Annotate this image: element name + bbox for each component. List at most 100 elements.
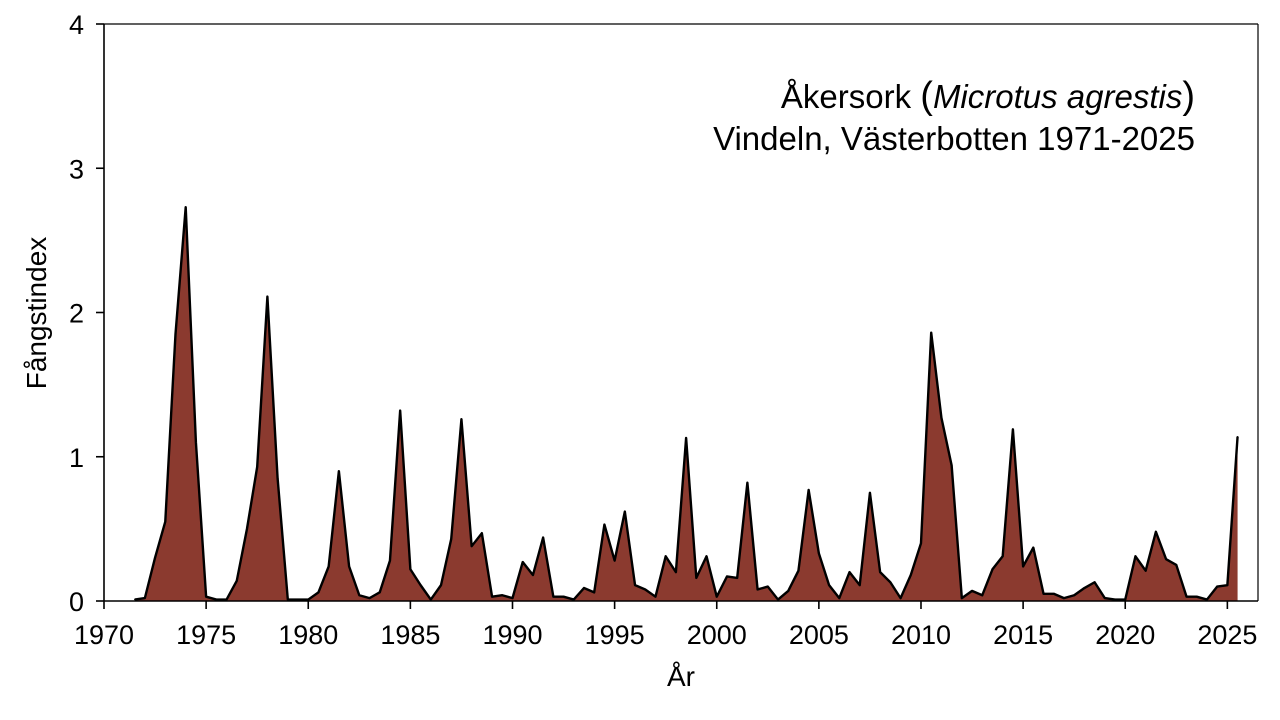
- data-point: [287, 598, 289, 601]
- data-point: [593, 591, 595, 593]
- x-tick-label: 2025: [1197, 620, 1257, 650]
- data-point: [154, 557, 156, 559]
- data-point: [930, 332, 932, 334]
- data-point: [205, 596, 207, 598]
- data-point: [1042, 593, 1045, 595]
- data-point: [1236, 435, 1239, 438]
- data-point: [225, 598, 228, 601]
- data-point: [981, 594, 983, 596]
- data-point: [818, 552, 820, 555]
- series-area-fill: [134, 207, 1238, 601]
- data-point: [144, 597, 146, 599]
- data-point: [430, 598, 432, 601]
- data-point: [552, 596, 554, 598]
- y-axis-title: Fångstindex: [21, 237, 52, 390]
- data-point: [297, 598, 299, 601]
- data-point: [491, 596, 493, 598]
- data-point: [1002, 555, 1004, 557]
- data-point: [409, 568, 411, 570]
- chart-subtitle: Vindeln, Västerbotten 1971-2025: [713, 120, 1195, 157]
- data-point: [685, 437, 687, 439]
- data-point: [1114, 598, 1116, 601]
- data-point: [705, 555, 708, 557]
- data-point: [1196, 596, 1198, 598]
- y-tick-label: 2: [69, 299, 84, 329]
- data-point: [164, 521, 166, 523]
- y-axis-ticks: 0 1 2 3 4: [69, 10, 104, 617]
- data-point: [991, 568, 994, 570]
- data-point: [450, 538, 452, 540]
- data-point: [1165, 558, 1167, 560]
- x-tick-label: 2015: [993, 620, 1053, 650]
- data-point: [256, 466, 258, 468]
- data-point: [511, 597, 514, 599]
- data-point: [1145, 570, 1147, 572]
- data-point: [501, 594, 503, 596]
- data-point: [899, 597, 902, 599]
- data-point: [716, 596, 718, 598]
- y-tick-label: 3: [69, 154, 84, 184]
- data-point: [777, 598, 779, 601]
- data-point: [532, 574, 534, 576]
- data-point: [215, 598, 217, 601]
- data-point: [767, 585, 769, 588]
- data-point: [481, 532, 483, 534]
- data-point: [379, 591, 381, 593]
- data-point: [307, 598, 309, 601]
- data-point: [910, 574, 912, 576]
- data-point: [1206, 598, 1208, 601]
- data-point: [328, 565, 330, 567]
- data-point: [624, 510, 626, 513]
- data-point: [1134, 555, 1137, 557]
- data-point: [134, 598, 136, 601]
- x-tick-label: 1990: [482, 620, 542, 650]
- data-point: [1032, 547, 1034, 549]
- data-point: [634, 584, 636, 586]
- x-tick-label: 2005: [789, 620, 849, 650]
- data-point: [583, 587, 585, 589]
- data-point: [174, 333, 177, 335]
- data-point: [654, 596, 657, 598]
- data-point: [787, 590, 789, 592]
- data-point: [859, 584, 861, 586]
- x-tick-label: 2010: [891, 620, 951, 650]
- data-point: [1226, 584, 1228, 586]
- data-point: [1063, 597, 1065, 599]
- data-point: [246, 528, 248, 530]
- x-tick-label: 2000: [687, 620, 747, 650]
- data-point: [665, 555, 667, 557]
- data-point: [522, 561, 524, 563]
- x-axis-title: År: [667, 661, 695, 692]
- data-point: [266, 296, 268, 298]
- y-tick-label: 4: [69, 10, 84, 40]
- data-point: [971, 590, 973, 592]
- data-point: [471, 545, 473, 547]
- data-point: [399, 409, 401, 412]
- data-point: [1216, 585, 1218, 588]
- data-point: [797, 570, 800, 572]
- data-point: [358, 594, 360, 596]
- data-point: [277, 477, 279, 479]
- x-tick-label: 2020: [1095, 620, 1155, 650]
- data-point: [1012, 428, 1014, 430]
- data-point: [756, 588, 759, 591]
- x-tick-label: 1970: [74, 620, 134, 650]
- data-point: [419, 584, 422, 586]
- data-point: [348, 565, 350, 567]
- x-tick-label: 1995: [585, 620, 645, 650]
- data-point: [460, 418, 463, 420]
- chart-title: Åkersork (Microtus agrestis): [781, 75, 1195, 117]
- data-point: [368, 597, 371, 599]
- data-point: [848, 571, 851, 573]
- data-point: [573, 598, 575, 601]
- x-axis-ticks: 1970 1975 1980 1985 1990 1995 2000 2005 2010 2015…: [74, 601, 1257, 650]
- data-point: [746, 482, 748, 484]
- data-point: [236, 580, 238, 582]
- data-point: [185, 206, 187, 208]
- x-tick-label: 1975: [176, 620, 236, 650]
- data-point: [675, 571, 677, 573]
- species-name: Microtus agrestis: [933, 78, 1182, 115]
- data-point: [869, 492, 871, 494]
- data-point: [644, 588, 646, 591]
